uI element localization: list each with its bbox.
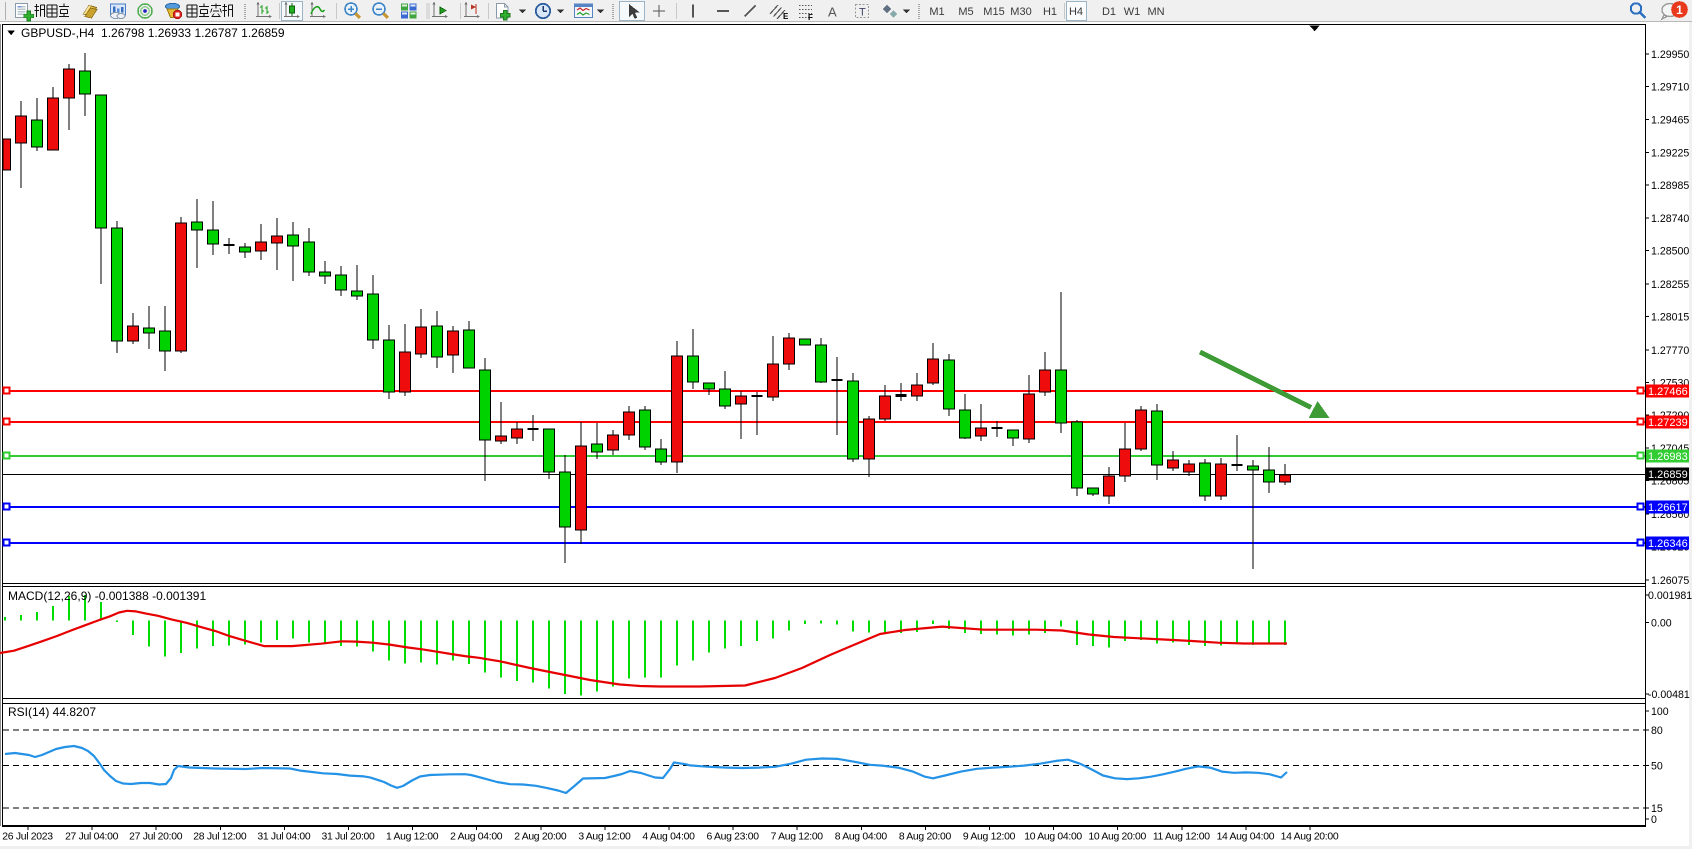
svg-text:26 Jul 2023: 26 Jul 2023	[2, 832, 53, 843]
svg-text:1.27239: 1.27239	[1648, 417, 1688, 429]
svg-text:31 Jul 20:00: 31 Jul 20:00	[321, 832, 375, 843]
svg-text:A: A	[828, 5, 837, 20]
svg-text:3 Aug 12:00: 3 Aug 12:00	[578, 832, 631, 843]
svg-text:MN: MN	[1147, 6, 1164, 18]
svg-text:H4: H4	[1069, 6, 1083, 18]
svg-text:GBPUSD-,H4 1.26798 1.26933 1.: GBPUSD-,H4 1.26798 1.26933 1.26787 1.268…	[21, 26, 285, 40]
svg-text:1.29465: 1.29465	[1651, 115, 1689, 127]
svg-text:4 Aug 04:00: 4 Aug 04:00	[642, 832, 695, 843]
svg-text:9 Aug 12:00: 9 Aug 12:00	[963, 832, 1016, 843]
svg-text:T: T	[859, 7, 866, 19]
svg-text:27 Jul 04:00: 27 Jul 04:00	[65, 832, 119, 843]
svg-text:1.28985: 1.28985	[1651, 180, 1689, 192]
svg-text:0.00: 0.00	[1651, 618, 1672, 630]
svg-text:28 Jul 12:00: 28 Jul 12:00	[193, 832, 247, 843]
svg-text:10 Aug 20:00: 10 Aug 20:00	[1088, 832, 1146, 843]
svg-text:H1: H1	[1043, 6, 1057, 18]
svg-text:M15: M15	[983, 6, 1004, 18]
svg-text:1.29950: 1.29950	[1651, 49, 1689, 61]
svg-text:1 Aug 12:00: 1 Aug 12:00	[386, 832, 439, 843]
svg-text:14 Aug 20:00: 14 Aug 20:00	[1281, 832, 1339, 843]
svg-text:1.26346: 1.26346	[1648, 538, 1688, 550]
svg-text:6 Aug 23:00: 6 Aug 23:00	[707, 832, 760, 843]
svg-text:1.26075: 1.26075	[1651, 575, 1689, 587]
svg-text:E: E	[783, 12, 789, 21]
svg-text:14 Aug 04:00: 14 Aug 04:00	[1217, 832, 1275, 843]
svg-text:1: 1	[1676, 3, 1683, 17]
svg-text:1.29225: 1.29225	[1651, 147, 1689, 159]
svg-text:1.26859: 1.26859	[1648, 469, 1688, 481]
svg-text:M30: M30	[1010, 6, 1031, 18]
svg-text:-0.00481: -0.00481	[1648, 689, 1690, 701]
svg-text:80: 80	[1651, 725, 1663, 737]
svg-text:11 Aug 12:00: 11 Aug 12:00	[1153, 832, 1210, 843]
svg-text:1.26617: 1.26617	[1648, 502, 1688, 514]
svg-text:2 Aug 04:00: 2 Aug 04:00	[450, 832, 503, 843]
svg-text:1.28015: 1.28015	[1651, 312, 1689, 324]
svg-text:0.001981: 0.001981	[1648, 590, 1692, 602]
svg-text:8 Aug 20:00: 8 Aug 20:00	[899, 832, 952, 843]
svg-text:2 Aug 20:00: 2 Aug 20:00	[514, 832, 567, 843]
svg-text:15: 15	[1651, 803, 1663, 815]
svg-text:1.28500: 1.28500	[1651, 246, 1689, 258]
svg-text:1.27770: 1.27770	[1651, 345, 1689, 357]
svg-text:D1: D1	[1102, 6, 1116, 18]
svg-text:1.28740: 1.28740	[1651, 213, 1689, 225]
svg-text:F: F	[808, 13, 813, 22]
svg-text:100: 100	[1651, 706, 1669, 718]
svg-text:50: 50	[1651, 761, 1663, 773]
svg-text:0: 0	[1651, 814, 1657, 826]
svg-text:1.26983: 1.26983	[1648, 451, 1688, 463]
svg-text:M1: M1	[929, 6, 944, 18]
svg-text:1.27466: 1.27466	[1648, 386, 1688, 398]
svg-text:27 Jul 20:00: 27 Jul 20:00	[129, 832, 183, 843]
svg-text:7 Aug 12:00: 7 Aug 12:00	[771, 832, 824, 843]
svg-text:1.28255: 1.28255	[1651, 279, 1689, 291]
svg-text:M5: M5	[958, 6, 973, 18]
svg-text:RSI(14) 44.8207: RSI(14) 44.8207	[8, 705, 96, 719]
svg-text:W1: W1	[1124, 6, 1141, 18]
svg-text:8 Aug 04:00: 8 Aug 04:00	[835, 832, 888, 843]
svg-text:10 Aug 04:00: 10 Aug 04:00	[1024, 832, 1082, 843]
svg-text:1.29710: 1.29710	[1651, 82, 1689, 94]
svg-text:MACD(12,26,9) -0.001388 -0.001: MACD(12,26,9) -0.001388 -0.001391	[8, 589, 206, 603]
svg-text:31 Jul 04:00: 31 Jul 04:00	[257, 832, 311, 843]
